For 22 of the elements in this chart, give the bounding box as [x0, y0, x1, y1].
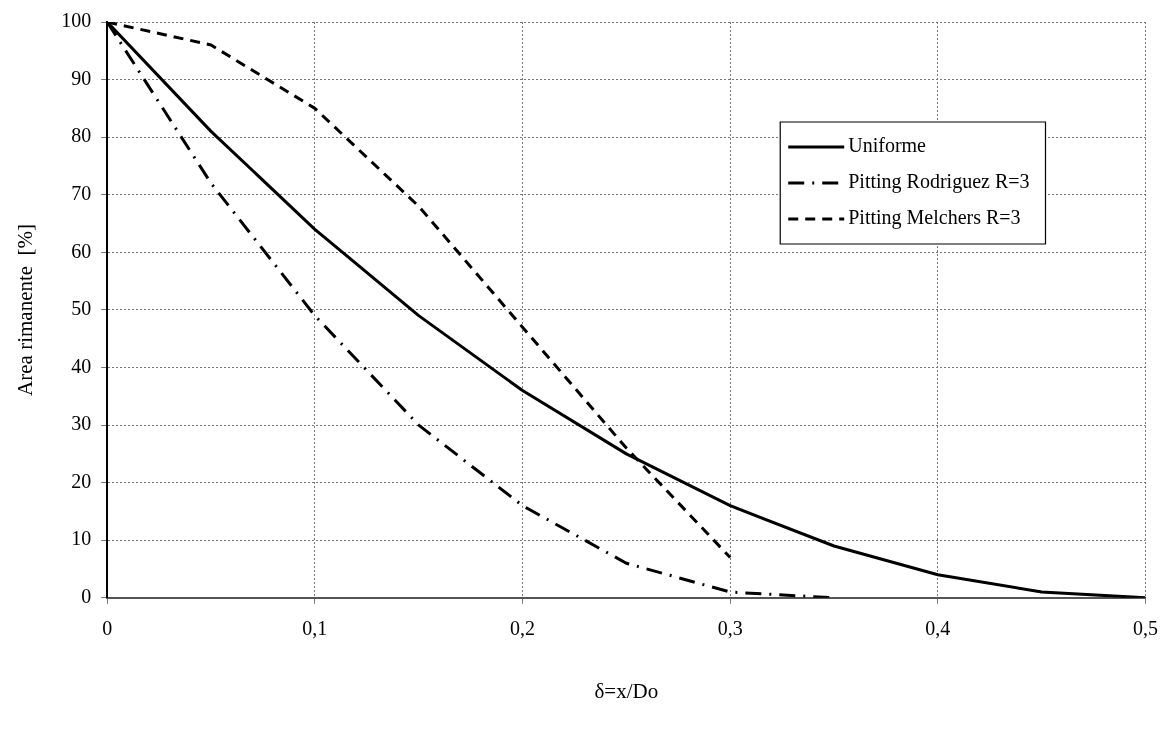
x-tick-label: 0,2 — [510, 617, 536, 640]
y-tick-label: 0 — [81, 585, 92, 608]
y-tick-label: 80 — [71, 124, 92, 147]
y-tick-label: 90 — [71, 66, 92, 89]
y-tick-label: 10 — [71, 527, 92, 550]
legend-label: Uniforme — [848, 134, 927, 157]
y-tick-label: 100 — [61, 9, 92, 32]
y-tick-label: 70 — [71, 181, 92, 204]
x-tick-label: 0,3 — [717, 617, 743, 640]
y-tick-label: 20 — [71, 469, 92, 492]
y-tick-label: 50 — [71, 297, 92, 320]
x-tick-label: 0,1 — [302, 617, 328, 640]
x-axis-title: δ=x/Do — [594, 678, 659, 703]
x-tick-label: 0,5 — [1133, 617, 1158, 640]
y-tick-label: 30 — [71, 412, 92, 435]
legend-label: Pitting Melchers R=3 — [848, 206, 1021, 230]
x-tick-label: 0,4 — [925, 617, 951, 640]
x-tick-label: 0 — [102, 617, 113, 640]
legend-label: Pitting Rodriguez R=3 — [848, 170, 1030, 194]
y-tick-label: 60 — [71, 239, 92, 262]
y-tick-label: 40 — [71, 354, 92, 377]
y-axis-title: Area rimanente [%] — [13, 223, 38, 396]
